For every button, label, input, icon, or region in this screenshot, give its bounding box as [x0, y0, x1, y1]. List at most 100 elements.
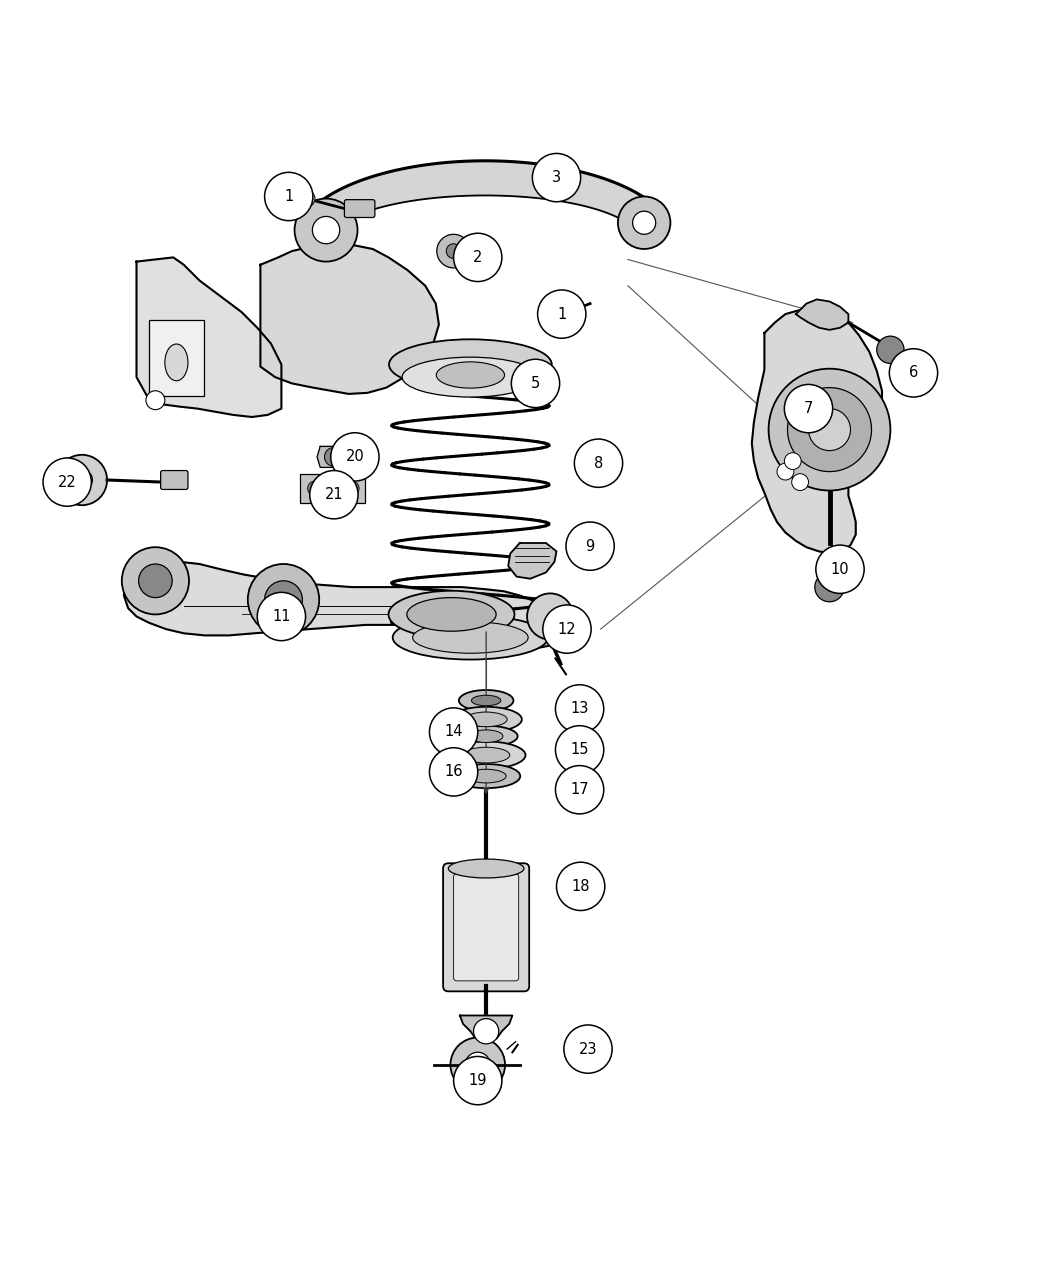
Ellipse shape: [453, 764, 521, 788]
Text: 22: 22: [58, 474, 77, 490]
Polygon shape: [136, 258, 281, 417]
Circle shape: [450, 1038, 505, 1093]
Circle shape: [784, 385, 833, 432]
Circle shape: [71, 469, 92, 491]
Text: 17: 17: [570, 783, 589, 797]
FancyBboxPatch shape: [344, 200, 375, 218]
Circle shape: [784, 453, 801, 469]
Circle shape: [146, 390, 165, 409]
Text: 15: 15: [570, 742, 589, 757]
Circle shape: [532, 153, 581, 201]
Text: 9: 9: [586, 538, 594, 553]
Text: 21: 21: [324, 487, 343, 502]
Circle shape: [429, 708, 478, 756]
Text: 10: 10: [831, 562, 849, 576]
Circle shape: [313, 217, 340, 244]
Text: 19: 19: [468, 1074, 487, 1088]
Text: 8: 8: [594, 455, 603, 470]
Circle shape: [566, 521, 614, 570]
FancyBboxPatch shape: [300, 474, 365, 504]
Ellipse shape: [402, 357, 539, 397]
Polygon shape: [317, 446, 352, 468]
Text: 1: 1: [285, 189, 293, 204]
Ellipse shape: [471, 695, 501, 706]
Text: 13: 13: [570, 701, 589, 717]
Circle shape: [551, 306, 570, 325]
Circle shape: [331, 432, 379, 481]
Circle shape: [43, 458, 91, 506]
Ellipse shape: [390, 339, 552, 390]
Ellipse shape: [407, 598, 496, 631]
Ellipse shape: [448, 859, 524, 878]
Circle shape: [792, 474, 809, 491]
Text: 3: 3: [552, 170, 561, 185]
Polygon shape: [460, 1015, 512, 1039]
Polygon shape: [752, 310, 882, 553]
Circle shape: [769, 368, 890, 491]
Text: 20: 20: [345, 449, 364, 464]
Ellipse shape: [413, 622, 528, 653]
Polygon shape: [124, 562, 559, 648]
Circle shape: [248, 564, 319, 635]
Circle shape: [556, 862, 605, 910]
Circle shape: [446, 244, 461, 259]
Text: 5: 5: [531, 376, 540, 391]
Polygon shape: [796, 300, 848, 330]
Ellipse shape: [459, 690, 513, 711]
Circle shape: [815, 572, 844, 602]
Ellipse shape: [437, 362, 505, 388]
Circle shape: [327, 481, 341, 496]
FancyBboxPatch shape: [443, 863, 529, 992]
Circle shape: [816, 546, 864, 593]
Text: 18: 18: [571, 878, 590, 894]
Circle shape: [295, 199, 358, 261]
Text: 16: 16: [444, 765, 463, 779]
Circle shape: [257, 593, 306, 640]
Text: 2: 2: [474, 250, 482, 265]
Polygon shape: [508, 543, 556, 579]
Circle shape: [527, 593, 573, 640]
Circle shape: [437, 235, 470, 268]
Polygon shape: [302, 161, 668, 230]
Ellipse shape: [465, 711, 507, 727]
Ellipse shape: [393, 616, 548, 659]
Ellipse shape: [388, 590, 514, 638]
Circle shape: [454, 1057, 502, 1104]
Circle shape: [139, 564, 172, 598]
Text: 12: 12: [558, 622, 576, 636]
Ellipse shape: [463, 747, 510, 762]
Circle shape: [543, 604, 591, 653]
Circle shape: [454, 233, 502, 282]
Circle shape: [265, 172, 313, 221]
Circle shape: [538, 289, 586, 338]
Circle shape: [632, 212, 655, 235]
Circle shape: [555, 765, 604, 813]
Circle shape: [889, 349, 938, 397]
Circle shape: [808, 408, 850, 450]
Circle shape: [555, 685, 604, 733]
Circle shape: [777, 463, 794, 479]
Text: 1: 1: [558, 306, 566, 321]
Circle shape: [465, 1052, 490, 1077]
Circle shape: [265, 581, 302, 618]
Ellipse shape: [165, 344, 188, 381]
Circle shape: [555, 725, 604, 774]
Circle shape: [122, 547, 189, 615]
Ellipse shape: [455, 725, 518, 747]
Circle shape: [57, 455, 107, 505]
Circle shape: [310, 470, 358, 519]
FancyBboxPatch shape: [454, 873, 519, 980]
Text: 11: 11: [272, 609, 291, 623]
Ellipse shape: [469, 729, 503, 742]
Circle shape: [511, 360, 560, 408]
Text: 14: 14: [444, 724, 463, 740]
Circle shape: [474, 1019, 499, 1044]
Circle shape: [564, 1025, 612, 1074]
Circle shape: [617, 196, 670, 249]
FancyBboxPatch shape: [149, 320, 204, 397]
Ellipse shape: [466, 769, 506, 783]
FancyBboxPatch shape: [161, 470, 188, 490]
Polygon shape: [260, 244, 439, 394]
Text: 23: 23: [579, 1042, 597, 1057]
Ellipse shape: [450, 706, 522, 732]
